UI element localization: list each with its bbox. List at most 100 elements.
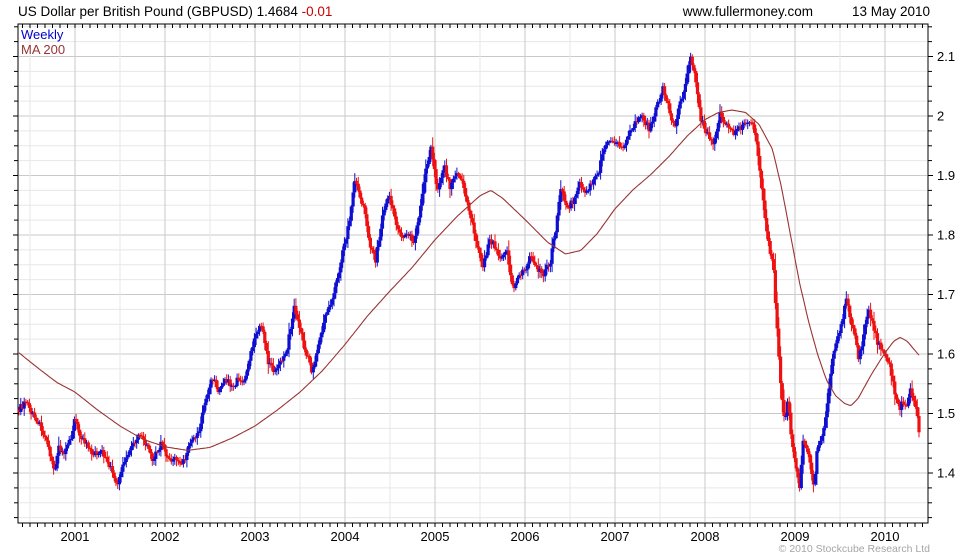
weekly-bar-body [213, 379, 217, 381]
weekly-bar-body [785, 401, 790, 416]
weekly-bar-body [128, 450, 132, 455]
weekly-bar-body [534, 265, 539, 267]
weekly-bar-body [157, 449, 161, 452]
weekly-bar-body [614, 142, 618, 144]
weekly-bar-body [884, 353, 888, 358]
weekly-bar-body [836, 336, 840, 344]
weekly-bar-body [507, 250, 511, 265]
weekly-bar-body [822, 427, 826, 436]
weekly-bar-body [192, 437, 196, 440]
weekly-bar-body [439, 177, 443, 184]
weekly-bar-body [117, 477, 121, 485]
weekly-bar-body [398, 229, 402, 233]
weekly-bar-body [102, 450, 106, 457]
weekly-bar-body [412, 241, 416, 243]
weekly-bar-body [405, 233, 409, 236]
weekly-bar-body [851, 324, 855, 329]
weekly-bar-body [829, 373, 833, 389]
weekly-bar-body [706, 132, 710, 134]
weekly-bar-body [450, 182, 454, 190]
weekly-bar-body [266, 350, 270, 365]
weekly-bar-body [550, 248, 554, 264]
weekly-bar-body [169, 458, 173, 462]
weekly-bar-body [621, 146, 625, 149]
weekly-bar-body [34, 417, 38, 422]
weekly-bar-body [907, 397, 911, 406]
weekly-bar-body [377, 240, 381, 247]
weekly-bar-body [512, 284, 516, 289]
weekly-bar-body [548, 263, 552, 267]
weekly-bar-body [110, 466, 115, 473]
weekly-bar-body [830, 358, 835, 374]
weekly-bar-body [588, 183, 592, 191]
weekly-bar-body [765, 218, 769, 232]
weekly-bar-body [528, 256, 532, 264]
weekly-bar-body [727, 123, 731, 128]
weekly-bar-body [488, 239, 492, 245]
weekly-bar-body [26, 402, 30, 404]
weekly-bar-body [678, 101, 682, 109]
weekly-bar-body [294, 305, 298, 315]
weekly-bar-body [247, 360, 251, 370]
weekly-bar-body [633, 121, 637, 128]
weekly-bar-body [308, 356, 312, 363]
weekly-bar-body [654, 107, 658, 117]
weekly-bar-body [820, 436, 824, 441]
weekly-bar-body [168, 457, 172, 459]
weekly-bar-body [744, 122, 748, 124]
instrument-name: US Dollar per British Pound (GBPUSD) [18, 4, 253, 19]
weekly-bar-body [671, 120, 675, 123]
weekly-bar-body [417, 217, 421, 226]
weekly-bar-body [536, 265, 540, 272]
weekly-bar-body [360, 197, 364, 204]
weekly-bar-body [315, 353, 319, 362]
weekly-bar-body [20, 404, 25, 409]
weekly-bar-body [74, 419, 78, 422]
weekly-bar-body [455, 173, 459, 177]
weekly-bar-body [486, 244, 490, 256]
weekly-bar-body [896, 399, 900, 404]
weekly-bar-body [188, 442, 192, 446]
weekly-bar-body [789, 412, 793, 435]
weekly-bar-body [737, 126, 741, 129]
weekly-bar-body [207, 387, 211, 395]
weekly-bar-body [277, 364, 281, 369]
weekly-bar-body [888, 362, 892, 364]
plot-border [17, 23, 929, 524]
weekly-bar-body [202, 405, 206, 413]
weekly-bar-body [569, 200, 573, 208]
weekly-bar-body [211, 379, 215, 381]
weekly-bar-body [462, 180, 466, 188]
weekly-bar-body [140, 435, 144, 437]
y-tick-label: 1.8 [937, 228, 955, 243]
weekly-bar-body [664, 95, 668, 101]
weekly-bar-body [585, 190, 589, 193]
weekly-bar-body [579, 182, 584, 188]
weekly-bar-body [29, 407, 33, 415]
weekly-bar-body [626, 136, 630, 140]
weekly-bar-body [865, 316, 869, 325]
weekly-bar-body [875, 333, 880, 345]
weekly-bar-body [624, 139, 629, 146]
weekly-bar-body [775, 303, 779, 329]
weekly-bar-body [708, 132, 712, 139]
weekly-bar-body [644, 120, 648, 126]
weekly-bar-body [48, 446, 52, 457]
weekly-bar-body [687, 64, 691, 74]
weekly-bar-body [356, 183, 360, 191]
weekly-bar-body [637, 117, 641, 123]
weekly-bar-body [555, 215, 559, 233]
weekly-bar-body [161, 441, 165, 445]
weekly-bar-body [190, 439, 194, 443]
weekly-bar-body [863, 324, 867, 335]
weekly-bar-body [457, 173, 461, 176]
weekly-bar-body [557, 201, 561, 216]
weekly-bar-body [495, 248, 499, 250]
weekly-bar-body [502, 254, 506, 258]
weekly-bar-body [292, 305, 296, 319]
weekly-bar-body [31, 412, 35, 415]
weekly-bar-body [50, 456, 54, 461]
website-link[interactable]: www.fullermoney.com [682, 4, 813, 19]
weekly-bar-body [803, 440, 807, 445]
weekly-bar-body [808, 454, 812, 463]
